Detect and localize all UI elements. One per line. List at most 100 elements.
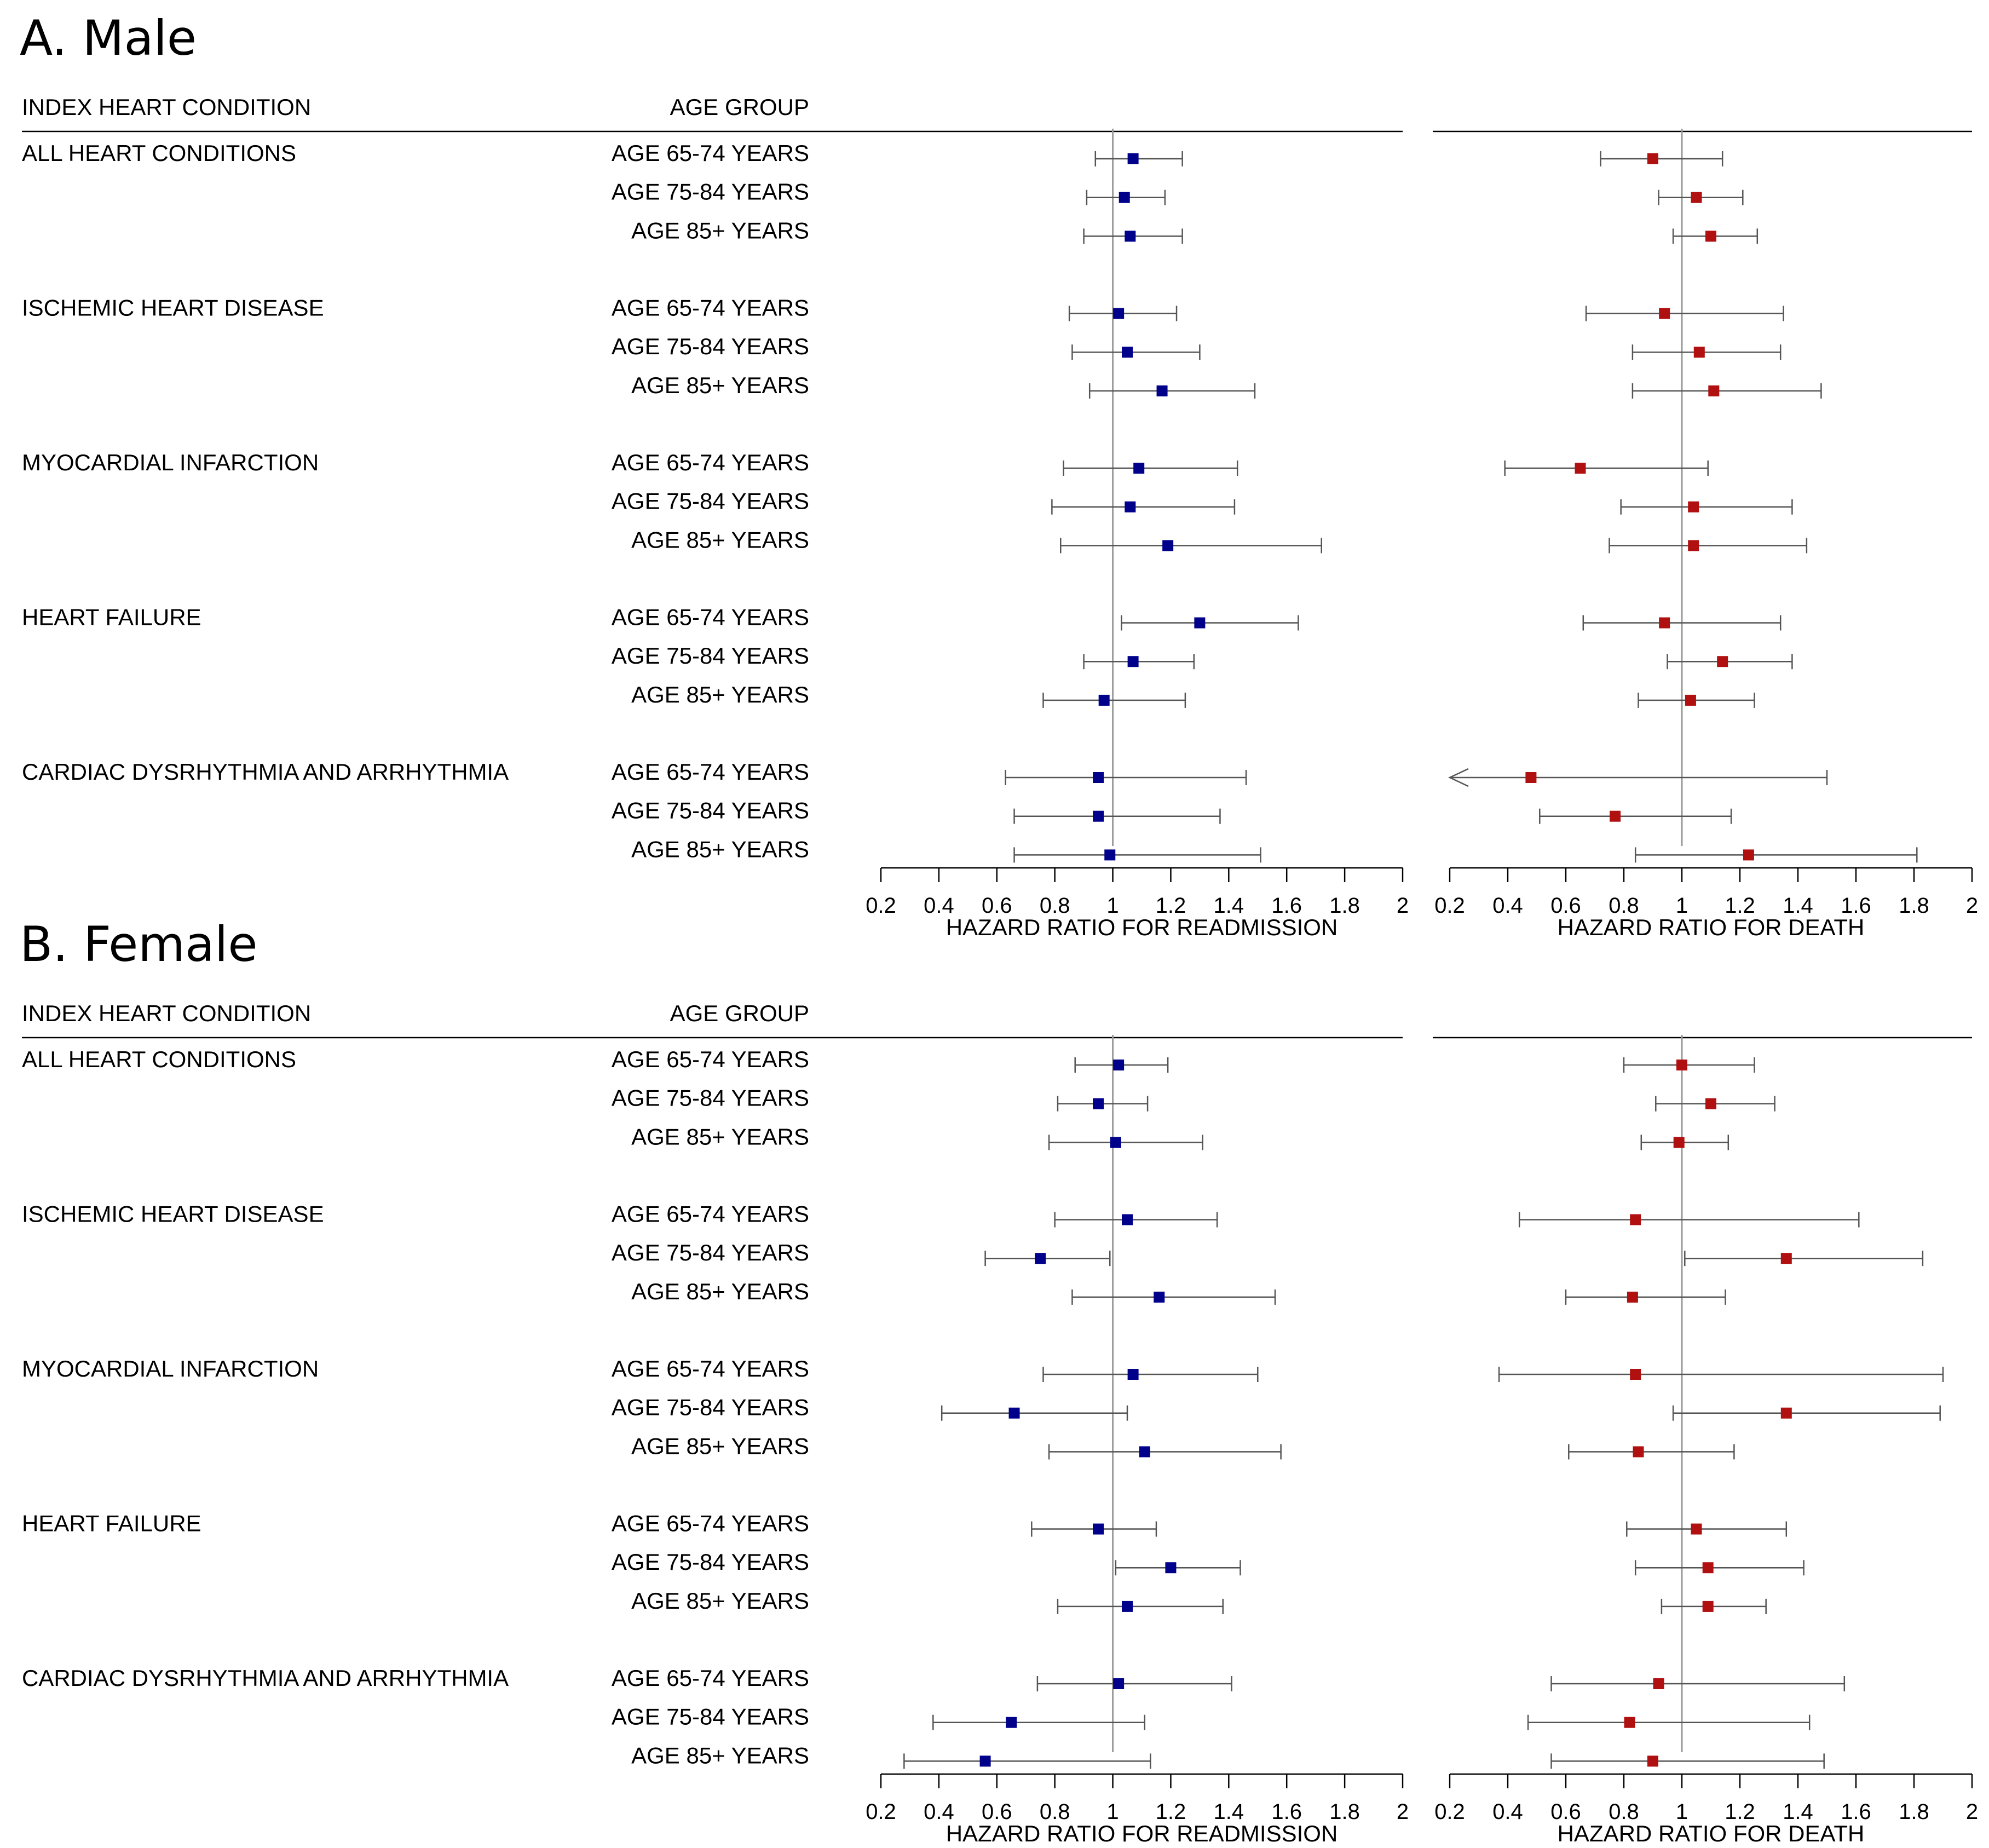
x-tick-label-death: 2 xyxy=(1966,894,1978,918)
x-tick-label-death: 0.4 xyxy=(1492,894,1523,918)
age-group-label: AGE 85+ YEARS xyxy=(631,372,809,398)
hazard-ratio-marker-readmission xyxy=(1093,810,1104,822)
age-group-label: AGE 75-84 YEARS xyxy=(612,1395,809,1420)
x-tick-label-death: 1.8 xyxy=(1899,894,1929,918)
x-tick-label-readmission: 1.6 xyxy=(1271,1800,1302,1824)
hazard-ratio-marker-readmission xyxy=(1110,1137,1121,1148)
x-tick-label-death: 1.6 xyxy=(1841,894,1871,918)
hazard-ratio-marker-readmission xyxy=(1113,1678,1125,1689)
x-tick-label-readmission: 0.2 xyxy=(866,894,896,918)
hazard-ratio-marker-death xyxy=(1673,1137,1685,1148)
hazard-ratio-marker-death xyxy=(1717,656,1728,667)
age-group-label: AGE 65-74 YEARS xyxy=(612,1201,809,1227)
age-group-label: AGE 75-84 YEARS xyxy=(612,488,809,514)
panel-title: A. Male xyxy=(20,10,197,66)
age-group-label: AGE 85+ YEARS xyxy=(631,527,809,552)
x-tick-label-death: 0.6 xyxy=(1550,1800,1581,1824)
hazard-ratio-marker-readmission xyxy=(1093,772,1104,783)
x-tick-label-death: 0.8 xyxy=(1609,1800,1639,1824)
x-tick-label-readmission: 1 xyxy=(1106,894,1119,918)
panel-male: A. Male INDEX HEART CONDITION AGE GROUP 0.2… xyxy=(20,10,1978,940)
age-group-label: AGE 75-84 YEARS xyxy=(612,1704,809,1730)
age-group-label: AGE 75-84 YEARS xyxy=(612,1085,809,1111)
hazard-ratio-marker-readmission xyxy=(1122,1601,1133,1612)
hazard-ratio-marker-readmission xyxy=(1127,153,1139,164)
hazard-ratio-marker-readmission xyxy=(1098,694,1110,706)
hazard-ratio-marker-death xyxy=(1705,231,1716,242)
hazard-ratio-marker-death xyxy=(1525,772,1537,783)
x-tick-label-readmission: 2 xyxy=(1397,894,1409,918)
x-tick-label-readmission: 1.2 xyxy=(1156,1800,1186,1824)
x-axis-title-death: HAZARD RATIO FOR DEATH xyxy=(1558,1821,1865,1846)
hazard-ratio-marker-death xyxy=(1676,1060,1687,1070)
condition-label: CARDIAC DYSRHYTHMIA AND ARRHYTHMIA xyxy=(22,1665,509,1691)
hazard-ratio-marker-readmission xyxy=(1035,1253,1046,1264)
age-group-label: AGE 65-74 YEARS xyxy=(612,450,809,475)
hazard-ratio-marker-death xyxy=(1633,1446,1644,1458)
age-group-label: AGE 85+ YEARS xyxy=(631,1588,809,1614)
age-group-label: AGE 65-74 YEARS xyxy=(612,1511,809,1536)
hazard-ratio-marker-readmission xyxy=(1104,849,1116,861)
hazard-ratio-marker-death xyxy=(1647,153,1658,164)
condition-label: ISCHEMIC HEART DISEASE xyxy=(22,295,324,321)
x-tick-label-readmission: 1.6 xyxy=(1271,894,1302,918)
hazard-ratio-marker-death xyxy=(1624,1717,1635,1728)
age-group-label: AGE 85+ YEARS xyxy=(631,1433,809,1459)
hazard-ratio-marker-readmission xyxy=(1127,656,1139,667)
x-tick-label-readmission: 0.6 xyxy=(982,894,1012,918)
age-group-label: AGE 85+ YEARS xyxy=(631,1124,809,1149)
age-group-label: AGE 65-74 YEARS xyxy=(612,759,809,785)
age-group-label: AGE 65-74 YEARS xyxy=(612,1665,809,1691)
age-group-label: AGE 85+ YEARS xyxy=(631,836,809,862)
x-tick-label-readmission: 1 xyxy=(1106,1800,1119,1824)
x-tick-label-death: 0.4 xyxy=(1492,1800,1523,1824)
hazard-ratio-marker-death xyxy=(1780,1407,1792,1419)
x-tick-label-death: 0.2 xyxy=(1434,1800,1465,1824)
age-group-label: AGE 75-84 YEARS xyxy=(612,643,809,669)
hazard-ratio-marker-readmission xyxy=(1156,385,1168,396)
age-group-label: AGE 75-84 YEARS xyxy=(612,1549,809,1575)
condition-label: ISCHEMIC HEART DISEASE xyxy=(22,1201,324,1227)
hazard-ratio-marker-death xyxy=(1659,617,1670,629)
hazard-ratio-marker-readmission xyxy=(1162,540,1174,551)
x-tick-label-readmission: 1.2 xyxy=(1156,894,1186,918)
header-age-group: AGE GROUP xyxy=(670,1000,809,1026)
hazard-ratio-marker-death xyxy=(1691,1523,1702,1535)
panel-female: B. Female INDEX HEART CONDITION AGE GROUP 0… xyxy=(20,916,1978,1846)
hazard-ratio-marker-readmission xyxy=(1194,617,1206,629)
hazard-ratio-marker-death xyxy=(1685,694,1696,706)
age-group-label: AGE 75-84 YEARS xyxy=(612,798,809,824)
hazard-ratio-marker-death xyxy=(1610,810,1621,822)
x-tick-label-death: 1 xyxy=(1676,1800,1688,1824)
hazard-ratio-marker-death xyxy=(1688,540,1699,551)
x-tick-label-readmission: 0.6 xyxy=(982,1800,1012,1824)
x-tick-label-readmission: 1.8 xyxy=(1329,894,1360,918)
age-group-label: AGE 85+ YEARS xyxy=(631,1279,809,1304)
hazard-ratio-marker-death xyxy=(1647,1755,1658,1767)
hazard-ratio-marker-death xyxy=(1630,1369,1641,1380)
hazard-ratio-marker-readmission xyxy=(1125,231,1136,242)
header-condition: INDEX HEART CONDITION xyxy=(22,1000,311,1026)
hazard-ratio-marker-death xyxy=(1780,1253,1792,1264)
hazard-ratio-marker-readmission xyxy=(1113,308,1125,319)
hazard-ratio-marker-readmission xyxy=(979,1755,991,1767)
x-tick-label-death: 2 xyxy=(1966,1800,1978,1824)
x-tick-label-death: 0.2 xyxy=(1434,894,1465,918)
ci-arrow-death xyxy=(1448,768,1469,787)
hazard-ratio-marker-death xyxy=(1702,1601,1714,1612)
hazard-ratio-marker-death xyxy=(1630,1214,1641,1225)
x-tick-label-readmission: 0.4 xyxy=(924,894,954,918)
header-condition: INDEX HEART CONDITION xyxy=(22,94,311,120)
x-tick-label-death: 1.6 xyxy=(1841,1800,1871,1824)
x-tick-label-readmission: 0.2 xyxy=(866,1800,896,1824)
condition-label: ALL HEART CONDITIONS xyxy=(22,1046,296,1072)
x-tick-label-death: 0.8 xyxy=(1609,894,1639,918)
condition-label: MYOCARDIAL INFARCTION xyxy=(22,1356,319,1381)
hazard-ratio-marker-readmission xyxy=(1165,1562,1177,1574)
condition-label: CARDIAC DYSRHYTHMIA AND ARRHYTHMIA xyxy=(22,759,509,785)
age-group-label: AGE 85+ YEARS xyxy=(631,217,809,243)
condition-label: HEART FAILURE xyxy=(22,1511,201,1536)
hazard-ratio-marker-death xyxy=(1575,463,1586,474)
hazard-ratio-marker-death xyxy=(1702,1562,1714,1574)
